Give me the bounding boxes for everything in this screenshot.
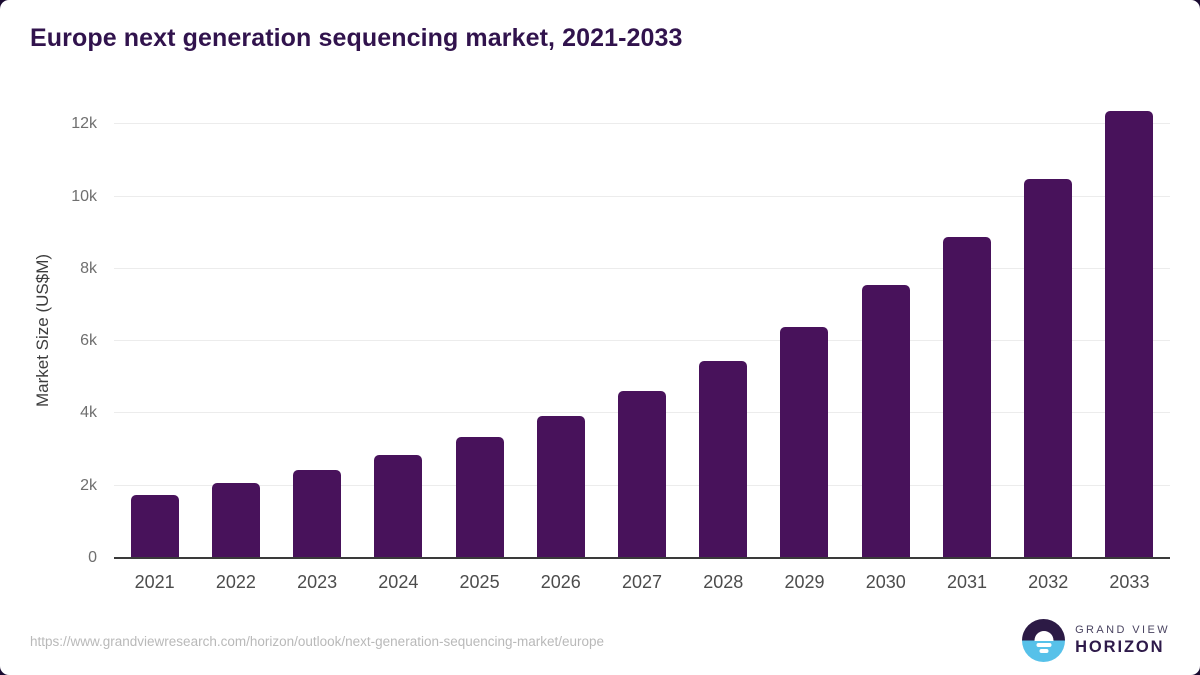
bar-slot-2022 xyxy=(195,100,276,558)
grand-view-horizon-logo: GRAND VIEW HORIZON xyxy=(1022,619,1170,662)
bar-2031 xyxy=(942,236,991,558)
bar-2028 xyxy=(699,361,748,558)
bar-slot-2032 xyxy=(1008,100,1089,558)
chart-title: Europe next generation sequencing market… xyxy=(30,24,683,52)
x-tick-label-2022: 2022 xyxy=(215,572,256,592)
bar-2033 xyxy=(1105,111,1154,558)
sun-dome-shape xyxy=(1034,631,1054,641)
y-tick-label-6k: 6k xyxy=(80,332,97,350)
sun-reflection-bar-1 xyxy=(1036,642,1052,647)
horizon-sun-icon xyxy=(1022,619,1066,662)
x-tick-label-2023: 2023 xyxy=(297,572,338,592)
bar-2022 xyxy=(211,483,260,558)
gridline-6k xyxy=(114,340,1170,342)
x-tick-label-2028: 2028 xyxy=(703,572,744,592)
sun-reflection-bar-2 xyxy=(1039,649,1049,653)
bar-series xyxy=(114,100,1170,558)
gridline-10k xyxy=(114,195,1170,197)
bar-slot-2030 xyxy=(845,100,926,558)
x-tick-label-2027: 2027 xyxy=(622,572,663,592)
y-tick-label-4k: 4k xyxy=(80,404,97,422)
bar-slot-2024 xyxy=(358,100,439,558)
bar-2026 xyxy=(536,416,585,558)
bar-2023 xyxy=(293,469,342,558)
bar-2021 xyxy=(130,494,179,558)
bar-2024 xyxy=(374,454,423,558)
x-tick-label-2025: 2025 xyxy=(459,572,500,592)
y-tick-label-8k: 8k xyxy=(80,259,97,277)
x-tick-label-2030: 2030 xyxy=(865,572,906,592)
bar-2030 xyxy=(861,285,910,558)
x-axis-labels: 2021 2022 2023 2024 2025 2026 2027 2028 2029 2030… xyxy=(114,571,1170,593)
bar-slot-2025 xyxy=(439,100,520,558)
bar-slot-2031 xyxy=(926,100,1007,558)
bar-slot-2027 xyxy=(601,100,682,558)
bar-slot-2033 xyxy=(1089,100,1170,558)
bar-2032 xyxy=(1024,179,1073,558)
x-tick-label-2021: 2021 xyxy=(134,572,175,592)
gridline-8k xyxy=(114,267,1170,269)
y-tick-label-12k: 12k xyxy=(71,115,97,133)
plot-area xyxy=(114,100,1170,559)
x-tick-label-2031: 2031 xyxy=(946,572,987,592)
bar-slot-2021 xyxy=(114,100,195,558)
logo-grand-view-text: GRAND VIEW xyxy=(1075,624,1170,636)
x-axis-line xyxy=(114,557,1170,559)
bar-2029 xyxy=(780,326,829,558)
x-tick-label-2032: 2032 xyxy=(1028,572,1069,592)
source-url: https://www.grandviewresearch.com/horizo… xyxy=(30,634,605,649)
y-tick-label-0: 0 xyxy=(88,549,97,566)
y-axis-tick-labels: 0 2k 4k 6k 8k 10k 12k xyxy=(30,100,97,566)
bar-2025 xyxy=(455,437,504,558)
y-tick-label-2k: 2k xyxy=(80,476,97,494)
logo-text: GRAND VIEW HORIZON xyxy=(1075,624,1170,657)
x-tick-label-2026: 2026 xyxy=(540,572,581,592)
x-tick-label-2029: 2029 xyxy=(784,572,825,592)
bar-slot-2028 xyxy=(683,100,764,558)
x-tick-label-2033: 2033 xyxy=(1109,572,1150,592)
bar-2027 xyxy=(618,391,667,558)
y-tick-label-10k: 10k xyxy=(71,187,97,205)
bar-slot-2023 xyxy=(276,100,357,558)
x-tick-label-2024: 2024 xyxy=(378,572,419,592)
gridline-12k xyxy=(114,123,1170,125)
logo-horizon-text: HORIZON xyxy=(1075,638,1165,656)
bar-slot-2029 xyxy=(764,100,845,558)
bar-slot-2026 xyxy=(520,100,601,558)
